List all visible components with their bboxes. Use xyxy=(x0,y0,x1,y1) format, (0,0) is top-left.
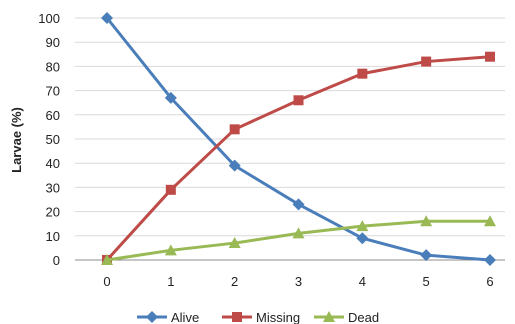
y-tick-label: 10 xyxy=(46,229,60,244)
legend-label-alive: Alive xyxy=(171,310,199,324)
legend-item-alive: Alive xyxy=(137,310,199,324)
legend-marker-missing xyxy=(232,312,242,322)
data-point-alive xyxy=(164,91,177,104)
data-point-missing xyxy=(165,184,176,195)
legend-label-dead: Dead xyxy=(348,310,379,324)
data-point-alive xyxy=(356,232,369,245)
data-point-dead xyxy=(420,215,433,227)
y-tick-label: 90 xyxy=(46,35,60,50)
data-point-missing xyxy=(357,68,368,79)
y-tick-label: 100 xyxy=(38,11,60,26)
data-point-alive xyxy=(292,198,305,211)
data-point-alive xyxy=(484,254,496,266)
x-tick-label: 3 xyxy=(295,274,302,289)
legend: Alive Missing Dead xyxy=(137,310,379,324)
legend-item-dead: Dead xyxy=(314,310,379,324)
y-tick-label: 20 xyxy=(46,205,60,220)
data-point-dead xyxy=(228,237,241,249)
data-point-missing xyxy=(229,124,240,135)
x-tick-label: 0 xyxy=(103,274,110,289)
x-tick-label: 2 xyxy=(231,274,238,289)
data-point-alive xyxy=(101,12,113,24)
data-point-dead xyxy=(484,215,496,227)
y-tick-label: 60 xyxy=(46,108,60,123)
data-point-alive xyxy=(420,249,433,262)
x-tick-label: 5 xyxy=(423,274,430,289)
data-point-dead xyxy=(356,220,369,232)
data-point-alive xyxy=(228,159,241,172)
series-lines xyxy=(101,12,496,266)
y-axis-ticks: 0 10 20 30 40 50 60 70 80 90 100 xyxy=(38,11,60,268)
x-tick-label: 4 xyxy=(359,274,366,289)
data-point-missing xyxy=(421,56,432,67)
x-tick-label: 1 xyxy=(167,274,174,289)
y-tick-label: 80 xyxy=(46,59,60,74)
data-point-dead xyxy=(101,254,113,265)
x-axis-ticks: 0 1 2 3 4 5 6 xyxy=(103,274,493,289)
legend-marker-alive xyxy=(146,311,158,323)
gridlines xyxy=(75,17,505,237)
series-dead xyxy=(101,215,496,265)
legend-marker-dead xyxy=(323,311,335,322)
y-tick-label: 30 xyxy=(46,180,60,195)
legend-item-missing: Missing xyxy=(222,310,300,324)
data-point-dead xyxy=(292,227,305,239)
x-tick-label: 6 xyxy=(486,274,493,289)
legend-label-missing: Missing xyxy=(256,310,300,324)
y-tick-label: 50 xyxy=(46,132,60,147)
data-point-dead xyxy=(164,244,177,256)
data-point-missing xyxy=(485,51,495,62)
y-axis-label: Larvae (%) xyxy=(9,107,24,173)
y-tick-label: 0 xyxy=(53,253,60,268)
series-alive xyxy=(101,12,496,266)
data-point-missing xyxy=(293,95,304,106)
y-tick-label: 40 xyxy=(46,156,60,171)
y-tick-label: 70 xyxy=(46,84,60,99)
